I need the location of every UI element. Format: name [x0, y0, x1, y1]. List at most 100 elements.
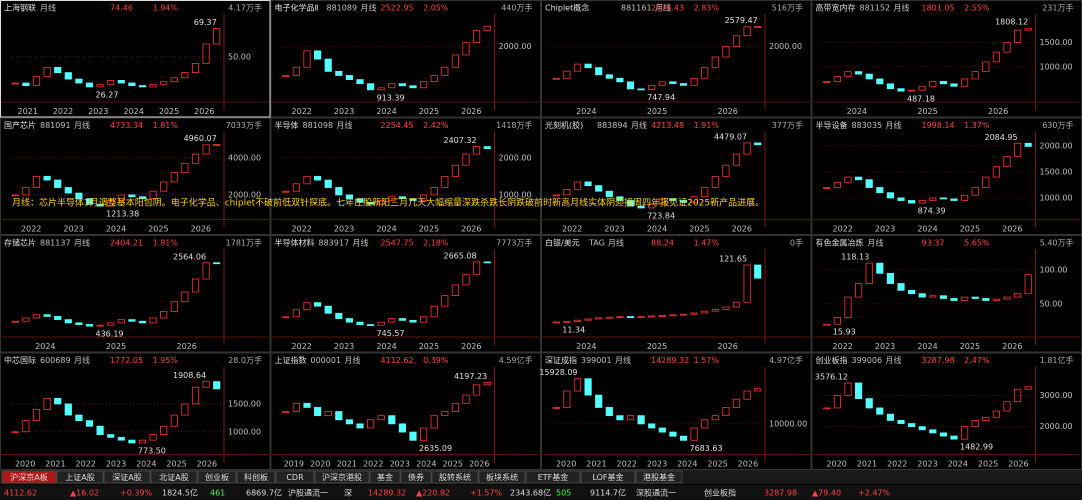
candle	[149, 434, 157, 441]
high-label: 4960.07	[184, 134, 217, 143]
panel-frame	[0, 235, 271, 353]
candle	[430, 305, 438, 318]
year-label: 2026	[176, 342, 196, 351]
candle	[128, 194, 136, 198]
panel-code: 883917	[319, 239, 350, 248]
tab-label[interactable]: 沪深京港股	[322, 472, 362, 482]
tab[interactable]	[236, 470, 276, 484]
tab-label[interactable]: 板块系统	[486, 472, 518, 482]
tab[interactable]	[369, 470, 401, 484]
year-label: 2021	[857, 460, 877, 469]
tab-label[interactable]: 上证A股	[65, 473, 94, 482]
candle	[637, 205, 645, 209]
candle	[1003, 401, 1011, 412]
tab[interactable]	[150, 470, 198, 484]
y-tick-label: 50.00	[228, 53, 251, 62]
candle	[605, 190, 613, 198]
tab-label[interactable]: ETF基金	[538, 472, 569, 482]
tab[interactable]	[525, 470, 581, 484]
candle	[314, 50, 322, 60]
status-item: +1.57%	[470, 489, 503, 498]
candle	[117, 436, 125, 441]
tab[interactable]	[103, 470, 151, 484]
panel-change: 5.65%	[964, 239, 990, 248]
candle	[648, 84, 656, 91]
year-label: 2024	[948, 460, 968, 469]
candle	[43, 175, 51, 181]
tab-label[interactable]: 北证A股	[159, 473, 188, 482]
tab[interactable]	[478, 470, 526, 484]
tab-label[interactable]: 沪深京A板	[10, 472, 47, 482]
candle	[833, 76, 841, 82]
panel-change: 2.83%	[694, 4, 720, 13]
candle	[823, 407, 831, 410]
tab[interactable]	[314, 470, 370, 484]
candle	[971, 420, 979, 428]
tab-label[interactable]: 基金	[377, 472, 393, 482]
panel-name: Chiplet概念	[545, 3, 589, 13]
tab[interactable]	[431, 470, 479, 484]
candle	[441, 295, 449, 307]
candle	[897, 88, 905, 92]
candle	[701, 310, 709, 314]
candle	[918, 85, 926, 91]
candle	[743, 264, 751, 303]
candle	[939, 432, 947, 437]
candle	[303, 402, 311, 408]
high-label: 2579.47	[725, 16, 758, 25]
tab[interactable]	[197, 470, 237, 484]
panel-volume: 440万手	[501, 3, 532, 13]
year-label: 2024	[677, 460, 697, 469]
candle	[648, 315, 656, 318]
panel-frame	[541, 235, 812, 353]
panel-period: 月线	[74, 355, 90, 365]
tab-label[interactable]: CDR	[286, 473, 304, 482]
candle	[11, 82, 19, 85]
tab-label[interactable]: 港股基金	[643, 472, 675, 482]
tab[interactable]	[1, 470, 57, 484]
candle	[701, 419, 709, 429]
candle	[844, 382, 852, 396]
tab-label[interactable]: 债券	[408, 472, 424, 482]
panel-code: 881161	[621, 4, 652, 13]
tab[interactable]	[400, 470, 432, 484]
tab[interactable]	[635, 470, 683, 484]
panel-period: 月线	[894, 3, 910, 13]
candle	[648, 423, 656, 429]
tab-label[interactable]: 股转系统	[439, 472, 471, 482]
low-label: 745.57	[377, 329, 405, 338]
candle	[929, 429, 937, 434]
candle	[149, 83, 157, 88]
candle	[85, 420, 94, 427]
candle	[54, 315, 62, 321]
tab[interactable]	[580, 470, 636, 484]
panel-name: 光刻机(胶)	[545, 120, 583, 130]
year-label: 2023	[875, 225, 895, 234]
candle	[595, 394, 603, 408]
tab[interactable]	[56, 470, 104, 484]
candle	[213, 381, 221, 390]
candle	[584, 63, 592, 69]
status-item: 深股通流一	[636, 488, 676, 498]
status-item: 3287.98	[764, 489, 797, 498]
year-label: 2025	[106, 342, 126, 351]
candle	[107, 322, 115, 326]
panel-period: 月线	[608, 238, 624, 248]
candle	[213, 262, 221, 265]
candle	[658, 198, 666, 205]
panel-frame	[0, 0, 271, 118]
year-label: 2022	[292, 225, 312, 234]
candle	[732, 301, 741, 308]
tab-label[interactable]: LOF基金	[592, 472, 623, 482]
candle	[897, 197, 905, 201]
tab-label[interactable]: 创业板	[205, 472, 229, 482]
status-item: ▲79.40	[812, 489, 841, 498]
panel-price: 1998.14	[922, 121, 955, 130]
year-label: 2024	[847, 107, 867, 116]
status-item: 2343.68亿	[510, 488, 551, 498]
tab-label[interactable]: 深证A股	[112, 473, 141, 482]
candle	[202, 43, 210, 64]
status-item: 沪股通流一	[288, 488, 328, 498]
tab-label[interactable]: 科创板	[244, 472, 268, 482]
tab[interactable]	[275, 470, 315, 484]
